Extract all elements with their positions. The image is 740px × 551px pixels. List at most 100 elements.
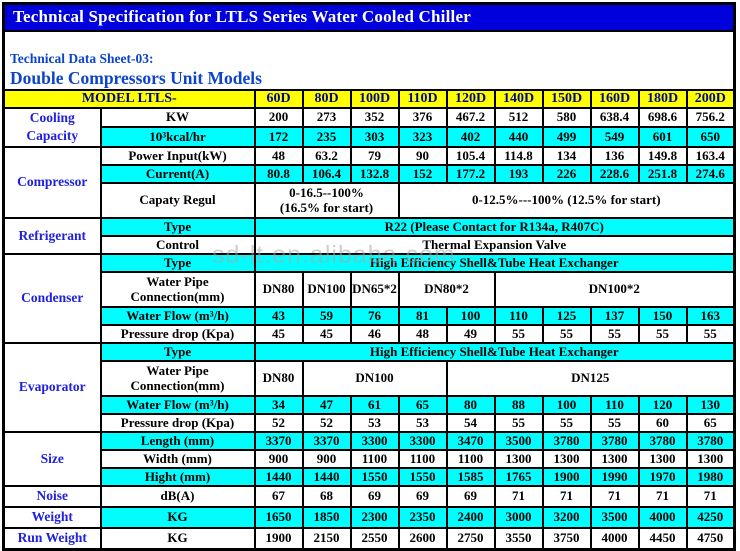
value-cell: 200 [253,106,304,129]
value-cell: 110 [493,306,544,327]
table-row: Noise dB(A) 67 68 69 69 69 71 71 71 71 71 [2,485,736,509]
model-header-140d: 140D [493,88,544,109]
value-cell: 3550 [493,527,544,551]
model-header-60d: 60D [253,88,304,109]
value-cell: 177.2 [445,164,496,185]
table-row: Evaporator Type High Efficiency Shell&Tube… [2,342,736,434]
value-cell: 0-12.5%---100% (12.5% for start) [397,182,736,220]
table-row: Water Pipe Connection(mm) DN80 DN100 DN65*2… [4,271,736,309]
value-cell: 2600 [397,527,448,551]
value-cell: 47 [301,395,352,416]
model-series-label: MODEL LTLS- [2,88,256,109]
value-cell: DN80 [253,271,304,309]
value-cell: 59 [301,306,352,327]
value-cell: 549 [589,126,640,149]
value-cell: 3780 [685,431,736,452]
table-row: Size Length (mm) 3370 3370 3300 3300 3470 3500 3… [2,431,736,488]
value-cell: 228.6 [589,164,640,185]
param-cell: KG [99,527,256,551]
value-cell: High Efficiency Shell&Tube Heat Exchange… [253,342,736,363]
value-cell: 105.4 [445,146,496,167]
value-cell: 1650 [253,506,304,530]
value-cell: 45 [301,324,352,345]
value-cell: 48 [397,324,448,345]
value-cell: 63.2 [301,146,352,167]
value-cell: 1970 [637,467,688,488]
param-cell: 10³kcal/hr [99,126,256,149]
param-cell: Water Pipe Connection(mm) [99,271,256,309]
param-cell: Current(A) [99,164,256,185]
category-cell: Refrigerant [2,217,102,256]
value-cell: DN80 [253,360,304,398]
value-cell: 1440 [253,467,304,488]
value-cell: 601 [637,126,688,149]
param-cell: Control [99,235,256,256]
value-cell: 1900 [253,527,304,551]
value-cell: 1550 [349,467,400,488]
value-cell: 900 [253,449,304,470]
table-row: Refrigerant Type R22 (Please Contact for R… [2,217,736,256]
value-cell: 71 [541,485,592,509]
subtitle-row: Technical Data Sheet-03: Double Compress… [2,29,736,91]
table-row: Hight (mm) 1440 1440 1550 1550 1585 1765 1900 19… [4,467,736,488]
value-cell: 53 [397,413,448,434]
sheet-title: Double Compressors Unit Models [10,67,262,88]
table-row: Run Weight KG 1900 2150 2550 2600 2750 3550 3750… [2,527,736,551]
value-cell: 2350 [397,506,448,530]
value-cell: 1550 [397,467,448,488]
param-cell: KG [99,506,256,530]
value-cell: 2750 [445,527,496,551]
param-cell: KW [99,106,256,129]
value-cell: 163.4 [685,146,736,167]
value-cell: DN100*2 [493,271,736,309]
value-cell: 60 [637,413,688,434]
value-cell: 80 [445,395,496,416]
value-cell: 130 [685,395,736,416]
value-cell: 69 [349,485,400,509]
category-cell: Condenser [2,253,102,345]
value-cell: 352 [349,106,400,129]
value-cell: 251.8 [637,164,688,185]
value-cell: 3200 [541,506,592,530]
value-cell: 3470 [445,431,496,452]
value-cell: 55 [541,324,592,345]
value-cell: 2550 [349,527,400,551]
value-cell: 756.2 [685,106,736,129]
value-cell: 55 [589,324,640,345]
value-cell: 71 [637,485,688,509]
value-cell: 2300 [349,506,400,530]
value-cell: 467.2 [445,106,496,129]
table-row: Current(A) 80.8 106.4 132.8 152 177.2 193 226 22… [4,164,736,185]
value-cell: 68 [301,485,352,509]
value-cell: 52 [301,413,352,434]
param-cell: Type [99,342,256,363]
value-cell: 53 [349,413,400,434]
value-cell: 0-16.5--100% (16.5% for start) [253,182,400,220]
param-cell: Length (mm) [99,431,256,452]
table-row: Cooling Capacity KW 200 273 352 376 467.2 512 58… [2,106,736,149]
param-cell: Pressure drop (Kpa) [99,413,256,434]
value-cell: 76 [349,306,400,327]
value-cell: 2150 [301,527,352,551]
param-cell: Water Flow (m³/h) [99,395,256,416]
value-cell: 3500 [589,506,640,530]
param-cell: Width (mm) [99,449,256,470]
param-cell: dB(A) [99,485,256,509]
value-cell: DN100 [301,360,448,398]
category-cell: Noise [2,485,102,509]
value-cell: 163 [685,306,736,327]
param-cell: Water Flow (m³/h) [99,306,256,327]
value-cell: 65 [397,395,448,416]
value-cell: 100 [445,306,496,327]
value-cell: 55 [493,413,544,434]
model-header-160d: 160D [589,88,640,109]
value-cell: 55 [493,324,544,345]
value-cell: 49 [445,324,496,345]
value-cell: R22 (Please Contact for R134a, R407C) [253,217,736,238]
value-cell: 150 [637,306,688,327]
value-cell: 3780 [589,431,640,452]
category-cell: Size [2,431,102,488]
sheet-number-label: Technical Data Sheet-03: [10,50,154,66]
value-cell: 48 [253,146,304,167]
